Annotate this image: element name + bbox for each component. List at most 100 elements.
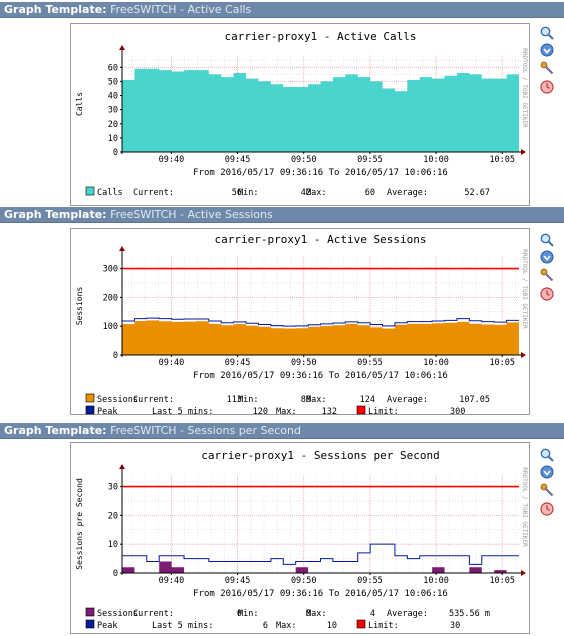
x-tick-label: 10:00 (423, 155, 449, 165)
x-tick-label: 09:55 (357, 155, 383, 165)
series-line-peak (122, 543, 519, 565)
realtime-icon[interactable] (540, 287, 554, 301)
x-tick-label: 09:50 (291, 576, 317, 586)
legend-label: Sessions (97, 395, 138, 405)
properties-icon[interactable] (540, 61, 554, 75)
y-tick-label: 200 (103, 293, 118, 303)
zoom-icon[interactable] (540, 26, 554, 40)
properties-icon[interactable] (540, 483, 554, 497)
graph-image-sessions-per-second[interactable]: 09:40 09:45 09:50 09:55 10:00 10:05 0 10 20 30 car… (70, 442, 530, 634)
csv-export-icon[interactable] (540, 465, 554, 479)
legend-value: 107.05 (459, 395, 490, 405)
x-axis-arrow (521, 352, 526, 358)
x-tick-label: 10:05 (489, 155, 515, 165)
properties-icon[interactable] (540, 268, 554, 282)
header-template-name: FreeSWITCH - Active Sessions (110, 208, 273, 221)
legend-value: 88 (301, 395, 311, 405)
legend-text: Last 5 mins: (152, 621, 213, 631)
legend-value: 52.67 (464, 188, 490, 198)
legend-label: Peak (97, 407, 117, 415)
graph-image-active-calls[interactable]: 09:40 09:45 09:50 09:55 10:00 10:05 0 10 20 30 40 5… (70, 23, 530, 206)
y-tick-label: 30 (108, 483, 118, 493)
realtime-icon[interactable] (540, 502, 554, 516)
y-axis-arrow (119, 45, 125, 50)
y-tick-label: 100 (103, 322, 118, 332)
series-line-peak (122, 317, 519, 327)
time-range: From 2016/05/17 09:36:16 To 2016/05/17 1… (193, 589, 448, 599)
legend-text: Min: (238, 609, 258, 619)
rrdtool-credit: RRDTOOL / TOBI OETIKER (521, 48, 528, 128)
legend-text: 300 (450, 407, 465, 415)
legend-swatch (85, 607, 95, 617)
legend-label: Sessions (97, 609, 138, 619)
x-tick-label: 09:55 (357, 576, 383, 586)
x-tick-label: 10:00 (423, 358, 449, 368)
y-tick-label: 0 (113, 351, 118, 361)
legend-value: 0 (306, 609, 311, 619)
zoom-icon[interactable] (540, 233, 554, 247)
time-range: From 2016/05/17 09:36:16 To 2016/05/17 1… (193, 371, 448, 381)
legend-text: Max: (306, 188, 326, 198)
x-tick-label: 10:05 (489, 358, 515, 368)
legend-text: Max: (306, 609, 326, 619)
csv-export-icon[interactable] (540, 250, 554, 264)
legend-value: 120 (253, 407, 268, 415)
y-tick-label: 60 (108, 63, 118, 73)
legend-value: 10 (327, 621, 337, 631)
legend-text: Current: (133, 395, 174, 405)
rrdtool-credit: RRDTOOL / TOBI OETIKER (521, 467, 528, 547)
graph-template-header: Graph Template: FreeSWITCH - Sessions pe… (0, 423, 564, 439)
graph-image-active-sessions[interactable]: 09:40 09:45 09:50 09:55 10:00 10:05 0 100 200 300… (70, 228, 530, 415)
legend-value: 132 (322, 407, 337, 415)
y-tick-label: 40 (108, 92, 118, 102)
y-tick-label: 10 (108, 540, 118, 550)
legend-swatch (356, 405, 366, 415)
legend-label: Limit: (368, 621, 399, 631)
legend-swatch (85, 393, 95, 403)
legend-text: Average: (387, 609, 428, 619)
header-prefix: Graph Template: (4, 208, 107, 221)
series-area-sessions (122, 320, 519, 355)
x-tick-label: 09:40 (159, 358, 185, 368)
legend-label: Limit: (368, 407, 399, 415)
x-axis-arrow (521, 149, 526, 155)
x-tick-label: 09:40 (159, 576, 185, 586)
x-tick-label: 09:55 (357, 358, 383, 368)
legend-value: 6 (263, 621, 268, 631)
series-area-calls (122, 68, 519, 152)
x-tick-label: 09:50 (291, 358, 317, 368)
header-template-name: FreeSWITCH - Sessions per Second (110, 424, 301, 437)
series-area-sessions (122, 561, 519, 573)
graph-section-active-calls: Graph Template: FreeSWITCH - Active Call… (0, 2, 564, 206)
y-tick-label: 300 (103, 265, 118, 275)
time-range: From 2016/05/17 09:36:16 To 2016/05/17 1… (193, 168, 448, 178)
legend-value: 60 (365, 188, 375, 198)
legend-label: Peak (97, 621, 117, 631)
chart-title: carrier-proxy1 - Sessions per Second (201, 449, 439, 462)
legend-swatch (85, 405, 95, 415)
y-axis-arrow (119, 464, 125, 469)
y-axis-arrow (119, 246, 125, 251)
zoom-icon[interactable] (540, 448, 554, 462)
legend-text: Max: (276, 621, 296, 631)
legend-swatch (85, 619, 95, 629)
graph-template-header: Graph Template: FreeSWITCH - Active Call… (0, 2, 564, 18)
y-tick-label: 0 (113, 569, 118, 579)
y-tick-label: 20 (108, 120, 118, 130)
legend-text: Average: (387, 395, 428, 405)
graph-section-active-sessions: Graph Template: FreeSWITCH - Active Sess… (0, 207, 564, 415)
realtime-icon[interactable] (540, 80, 554, 94)
legend-value: 113 (227, 395, 242, 405)
x-tick-label: 09:40 (159, 155, 185, 165)
legend-swatch (356, 619, 366, 629)
plot-area (122, 475, 519, 573)
legend-label: Calls (97, 188, 123, 198)
y-axis-label: Sessions (75, 287, 84, 326)
legend-value: 124 (360, 395, 375, 405)
header-prefix: Graph Template: (4, 3, 107, 16)
x-axis-arrow (521, 570, 526, 576)
x-tick-label: 10:05 (489, 576, 515, 586)
csv-export-icon[interactable] (540, 43, 554, 57)
legend-text: Current: (133, 609, 174, 619)
y-axis-label: Calls (75, 92, 84, 116)
